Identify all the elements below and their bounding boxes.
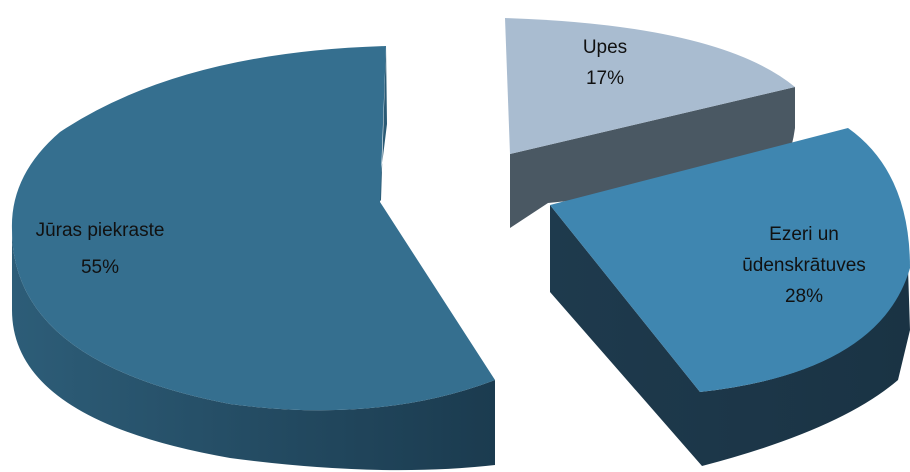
label-ezeri-name-line2: ūdenskrātuves (742, 255, 866, 276)
label-juras-value: 55% (81, 257, 119, 278)
slice-upes-side (510, 87, 795, 228)
slice-upes-top (505, 18, 795, 154)
label-juras-name: Jūras piekraste (36, 220, 165, 241)
label-upes-value: 17% (586, 68, 624, 89)
label-ezeri-value: 28% (785, 286, 823, 307)
slice-juras-side (12, 230, 495, 471)
label-ezeri-name-line1: Ezeri un (769, 224, 839, 245)
label-upes-name: Upes (583, 37, 627, 58)
slice-juras-rim (377, 46, 387, 205)
pie-slice-upes (505, 18, 795, 228)
pie-slice-juras (11, 46, 496, 471)
slice-ezeri-top (550, 128, 910, 392)
slice-juras-top (11, 46, 496, 411)
pie-slice-ezeri (550, 128, 910, 466)
slice-ezeri-side (550, 205, 910, 466)
